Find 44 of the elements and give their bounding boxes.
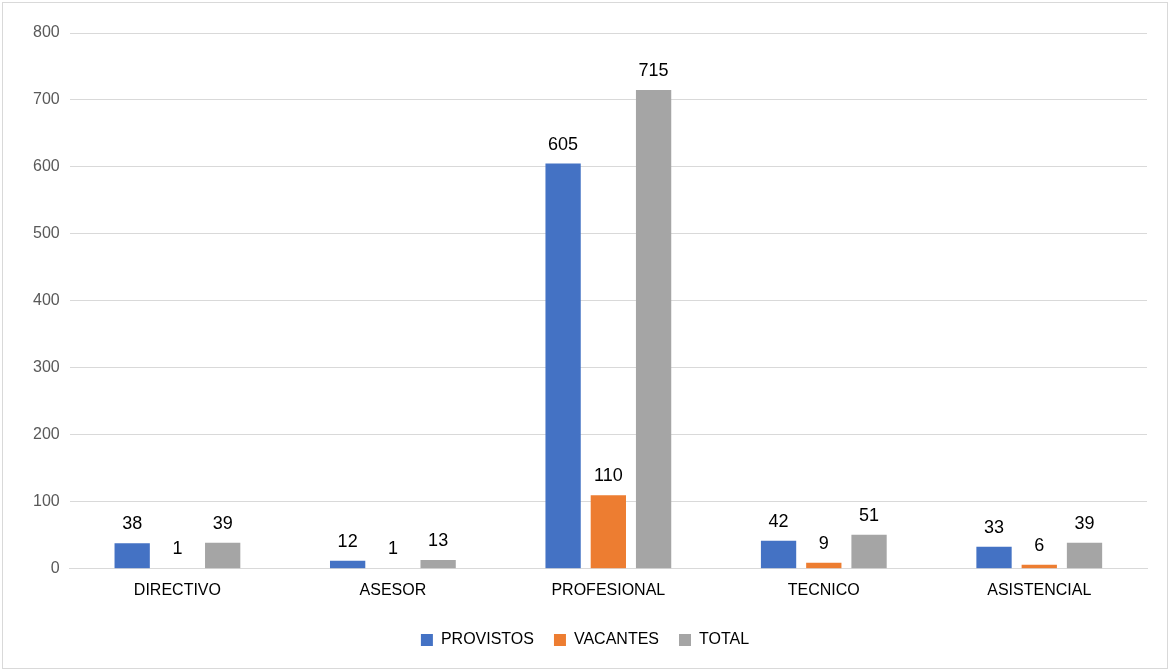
- x-tick-label: TECNICO: [787, 580, 860, 598]
- bar: [114, 543, 150, 569]
- data-label: 605: [548, 133, 579, 154]
- y-tick-label: 600: [32, 157, 60, 175]
- data-label: 39: [212, 512, 233, 533]
- bar: [205, 542, 241, 569]
- data-label: 715: [638, 59, 669, 80]
- y-tick-label: 800: [32, 23, 60, 41]
- legend-label: TOTAL: [699, 630, 750, 648]
- x-tick-label: DIRECTIVO: [133, 580, 221, 598]
- legend-label: VACANTES: [573, 630, 660, 648]
- x-tick-label: ASESOR: [359, 580, 427, 598]
- bar: [420, 560, 456, 569]
- bar: [976, 546, 1012, 569]
- y-tick-label: 200: [32, 425, 60, 443]
- x-tick-label: ASISTENCIAL: [987, 580, 1092, 598]
- data-label: 1: [172, 538, 183, 559]
- y-tick-label: 300: [32, 358, 60, 376]
- data-label: 42: [768, 510, 789, 531]
- data-label: 110: [594, 465, 623, 486]
- bar: [851, 534, 887, 569]
- y-tick-label: 400: [32, 291, 60, 309]
- bar: [545, 163, 581, 569]
- bar: [760, 540, 797, 569]
- bar: [590, 495, 626, 569]
- data-label: 13: [428, 530, 449, 551]
- bar: [329, 560, 366, 569]
- bar: [806, 562, 842, 569]
- data-label: 39: [1074, 512, 1095, 533]
- data-label: 9: [818, 532, 829, 553]
- y-tick-label: 700: [32, 90, 60, 108]
- y-tick-label: 100: [32, 492, 60, 510]
- bar: [635, 89, 672, 569]
- data-label: 33: [984, 516, 1005, 537]
- data-label: 38: [122, 513, 143, 534]
- y-tick-label: 500: [32, 224, 60, 242]
- data-label: 1: [387, 538, 398, 559]
- data-label: 51: [859, 504, 880, 525]
- x-tick-label: PROFESIONAL: [551, 580, 666, 598]
- data-label: 6: [1034, 534, 1045, 555]
- data-label: 12: [337, 530, 358, 551]
- y-tick-label: 0: [50, 559, 60, 577]
- bar: [1066, 542, 1103, 569]
- legend-label: PROVISTOS: [440, 630, 534, 648]
